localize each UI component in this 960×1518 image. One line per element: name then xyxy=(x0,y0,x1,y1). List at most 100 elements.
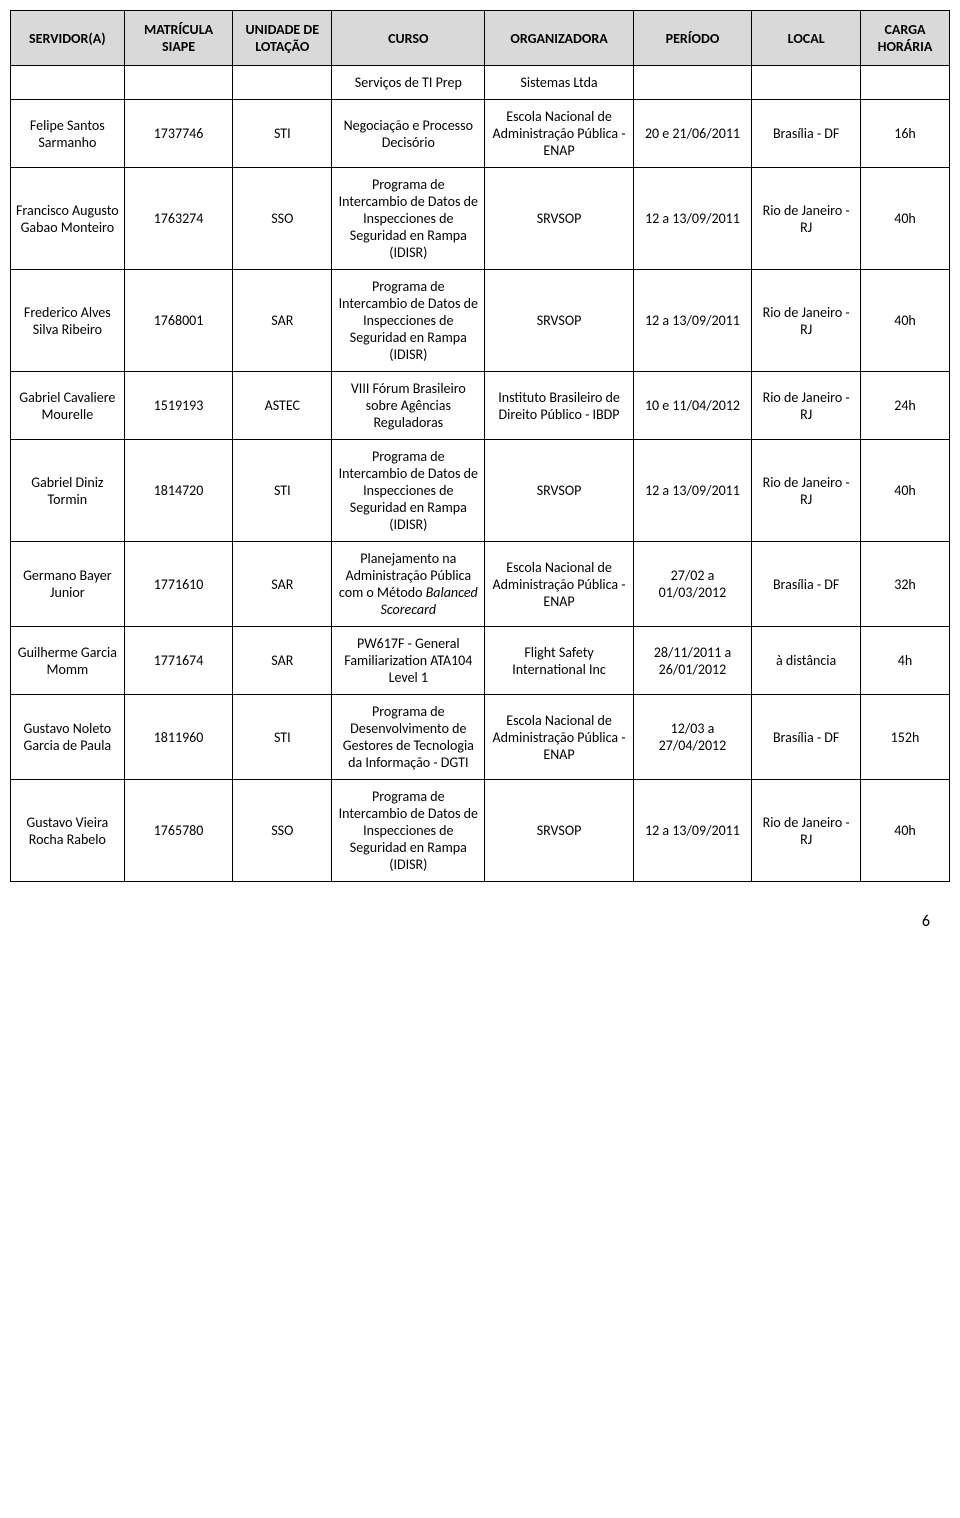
table-row: Gustavo Vieira Rocha Rabelo1765780SSOPro… xyxy=(11,780,950,882)
header-row: SERVIDOR(A) MATRÍCULA SIAPE UNIDADE DE L… xyxy=(11,11,950,66)
cell-local: Brasília - DF xyxy=(752,695,861,780)
table-row: Frederico Alves Silva Ribeiro1768001SARP… xyxy=(11,270,950,372)
cell-curso: Programa de Intercambio de Datos de Insp… xyxy=(332,440,485,542)
cell-curso: Programa de Desenvolvimento de Gestores … xyxy=(332,695,485,780)
cell-carga: 32h xyxy=(861,542,950,627)
cell-matricula: 1519193 xyxy=(124,372,233,440)
cell-carga: 40h xyxy=(861,780,950,882)
cell-carga: 16h xyxy=(861,100,950,168)
table-row: Francisco Augusto Gabao Monteiro1763274S… xyxy=(11,168,950,270)
cell-unidade: STI xyxy=(233,100,332,168)
cell-servidor: Frederico Alves Silva Ribeiro xyxy=(11,270,125,372)
cell-organizadora: Escola Nacional de Administração Pública… xyxy=(485,695,633,780)
cell-local: Rio de Janeiro - RJ xyxy=(752,440,861,542)
cell-local: Brasília - DF xyxy=(752,542,861,627)
cell-servidor: Guilherme Garcia Momm xyxy=(11,627,125,695)
cell-unidade: SAR xyxy=(233,627,332,695)
cell-carga: 152h xyxy=(861,695,950,780)
cell-periodo: 28/11/2011 a 26/01/2012 xyxy=(633,627,752,695)
cell-curso: Negociação e Processo Decisório xyxy=(332,100,485,168)
cell-matricula: 1814720 xyxy=(124,440,233,542)
cell-carga: 40h xyxy=(861,270,950,372)
cell-servidor: Gustavo Noleto Garcia de Paula xyxy=(11,695,125,780)
cell-unidade: SAR xyxy=(233,542,332,627)
table-row: Serviços de TI PrepSistemas Ltda xyxy=(11,66,950,100)
empty-cell xyxy=(861,66,950,100)
cell-servidor: Francisco Augusto Gabao Monteiro xyxy=(11,168,125,270)
cell-local: Brasília - DF xyxy=(752,100,861,168)
header-matricula: MATRÍCULA SIAPE xyxy=(124,11,233,66)
cell-organizadora: Sistemas Ltda xyxy=(485,66,633,100)
cell-organizadora: Escola Nacional de Administração Pública… xyxy=(485,100,633,168)
cell-organizadora: Flight Safety International Inc xyxy=(485,627,633,695)
cell-matricula: 1737746 xyxy=(124,100,233,168)
header-unidade: UNIDADE DE LOTAÇÃO xyxy=(233,11,332,66)
cell-local: Rio de Janeiro - RJ xyxy=(752,168,861,270)
header-organizadora: ORGANIZADORA xyxy=(485,11,633,66)
table-row: Felipe Santos Sarmanho1737746STINegociaç… xyxy=(11,100,950,168)
table-header: SERVIDOR(A) MATRÍCULA SIAPE UNIDADE DE L… xyxy=(11,11,950,66)
cell-servidor: Gustavo Vieira Rocha Rabelo xyxy=(11,780,125,882)
header-periodo: PERÍODO xyxy=(633,11,752,66)
table-body: Serviços de TI PrepSistemas LtdaFelipe S… xyxy=(11,66,950,882)
training-table: SERVIDOR(A) MATRÍCULA SIAPE UNIDADE DE L… xyxy=(10,10,950,882)
cell-periodo: 12/03 a 27/04/2012 xyxy=(633,695,752,780)
cell-organizadora: SRVSOP xyxy=(485,780,633,882)
cell-curso: PW617F - General Familiarization ATA104 … xyxy=(332,627,485,695)
empty-cell xyxy=(233,66,332,100)
cell-carga: 24h xyxy=(861,372,950,440)
cell-servidor: Felipe Santos Sarmanho xyxy=(11,100,125,168)
header-local: LOCAL xyxy=(752,11,861,66)
cell-curso: Programa de Intercambio de Datos de Insp… xyxy=(332,270,485,372)
cell-curso: Planejamento na Administração Pública co… xyxy=(332,542,485,627)
cell-carga: 40h xyxy=(861,168,950,270)
cell-unidade: ASTEC xyxy=(233,372,332,440)
cell-servidor: Gabriel Diniz Tormin xyxy=(11,440,125,542)
cell-curso: VIII Fórum Brasileiro sobre Agências Reg… xyxy=(332,372,485,440)
cell-servidor: Germano Bayer Junior xyxy=(11,542,125,627)
cell-unidade: STI xyxy=(233,440,332,542)
cell-servidor: Gabriel Cavaliere Mourelle xyxy=(11,372,125,440)
cell-curso: Programa de Intercambio de Datos de Insp… xyxy=(332,780,485,882)
header-servidor: SERVIDOR(A) xyxy=(11,11,125,66)
cell-unidade: SSO xyxy=(233,168,332,270)
cell-matricula: 1771674 xyxy=(124,627,233,695)
cell-periodo: 27/02 a 01/03/2012 xyxy=(633,542,752,627)
cell-periodo: 12 a 13/09/2011 xyxy=(633,168,752,270)
cell-unidade: SAR xyxy=(233,270,332,372)
cell-matricula: 1811960 xyxy=(124,695,233,780)
table-row: Germano Bayer Junior1771610SARPlanejamen… xyxy=(11,542,950,627)
header-curso: CURSO xyxy=(332,11,485,66)
cell-local: Rio de Janeiro - RJ xyxy=(752,372,861,440)
cell-periodo: 12 a 13/09/2011 xyxy=(633,440,752,542)
cell-organizadora: Escola Nacional de Administração Pública… xyxy=(485,542,633,627)
cell-curso: Serviços de TI Prep xyxy=(332,66,485,100)
cell-carga: 40h xyxy=(861,440,950,542)
empty-cell xyxy=(11,66,125,100)
cell-local: Rio de Janeiro - RJ xyxy=(752,270,861,372)
cell-periodo: 12 a 13/09/2011 xyxy=(633,780,752,882)
empty-cell xyxy=(752,66,861,100)
header-carga: CARGA HORÁRIA xyxy=(861,11,950,66)
cell-organizadora: SRVSOP xyxy=(485,270,633,372)
cell-matricula: 1771610 xyxy=(124,542,233,627)
cell-matricula: 1765780 xyxy=(124,780,233,882)
cell-matricula: 1768001 xyxy=(124,270,233,372)
cell-periodo: 12 a 13/09/2011 xyxy=(633,270,752,372)
cell-unidade: STI xyxy=(233,695,332,780)
cell-matricula: 1763274 xyxy=(124,168,233,270)
cell-organizadora: Instituto Brasileiro de Direito Público … xyxy=(485,372,633,440)
table-row: Gabriel Diniz Tormin1814720STIPrograma d… xyxy=(11,440,950,542)
table-row: Guilherme Garcia Momm1771674SARPW617F - … xyxy=(11,627,950,695)
cell-periodo: 20 e 21/06/2011 xyxy=(633,100,752,168)
cell-curso: Programa de Intercambio de Datos de Insp… xyxy=(332,168,485,270)
cell-periodo: 10 e 11/04/2012 xyxy=(633,372,752,440)
cell-organizadora: SRVSOP xyxy=(485,168,633,270)
empty-cell xyxy=(124,66,233,100)
cell-organizadora: SRVSOP xyxy=(485,440,633,542)
table-row: Gustavo Noleto Garcia de Paula1811960STI… xyxy=(11,695,950,780)
cell-local: à distância xyxy=(752,627,861,695)
cell-carga: 4h xyxy=(861,627,950,695)
table-row: Gabriel Cavaliere Mourelle1519193ASTECVI… xyxy=(11,372,950,440)
cell-local: Rio de Janeiro - RJ xyxy=(752,780,861,882)
